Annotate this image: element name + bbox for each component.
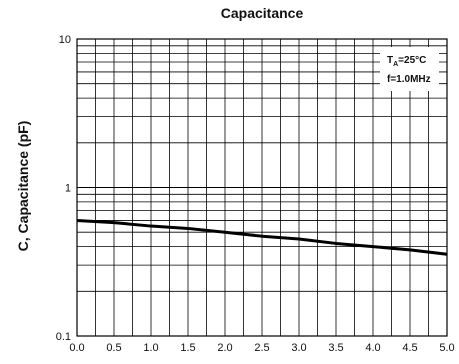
x-tick-label: 4.0 xyxy=(365,342,380,354)
x-tick-label: 0.5 xyxy=(106,342,121,354)
y-axis-label: C, Capacitance (pF) xyxy=(15,121,31,252)
temperature-annotation: TA=25°C xyxy=(387,55,426,68)
condition-annotation: TA=25°C f=1.0MHz xyxy=(380,47,439,91)
x-tick-label: 2.0 xyxy=(217,342,232,354)
x-tick-label: 2.5 xyxy=(254,342,269,354)
y-tick-label: 10 xyxy=(59,34,71,46)
x-tick-label: 4.5 xyxy=(402,342,417,354)
chart-title: Capacitance xyxy=(221,5,304,21)
grid xyxy=(77,39,447,336)
x-tick-label: 3.0 xyxy=(291,342,306,354)
x-tick-label: 3.5 xyxy=(328,342,343,354)
x-tick-label: 5.0 xyxy=(439,342,454,354)
frequency-annotation: f=1.0MHz xyxy=(387,74,431,85)
y-tick-label: 0.1 xyxy=(56,331,71,343)
x-tick-label: 0.0 xyxy=(69,342,84,354)
plot-frame xyxy=(76,38,448,337)
series-group xyxy=(76,218,448,256)
annotation-box xyxy=(380,47,439,91)
x-tick-label: 1.5 xyxy=(180,342,195,354)
capacitance-line xyxy=(76,218,448,256)
x-tick-label: 1.0 xyxy=(143,342,158,354)
y-tick-label: 1 xyxy=(65,183,71,195)
tick-labels: 0.0 0.5 1.0 1.5 2.0 2.5 3.0 3.5 4.0 4.5 5.0 0.1 1 10 xyxy=(56,34,455,354)
